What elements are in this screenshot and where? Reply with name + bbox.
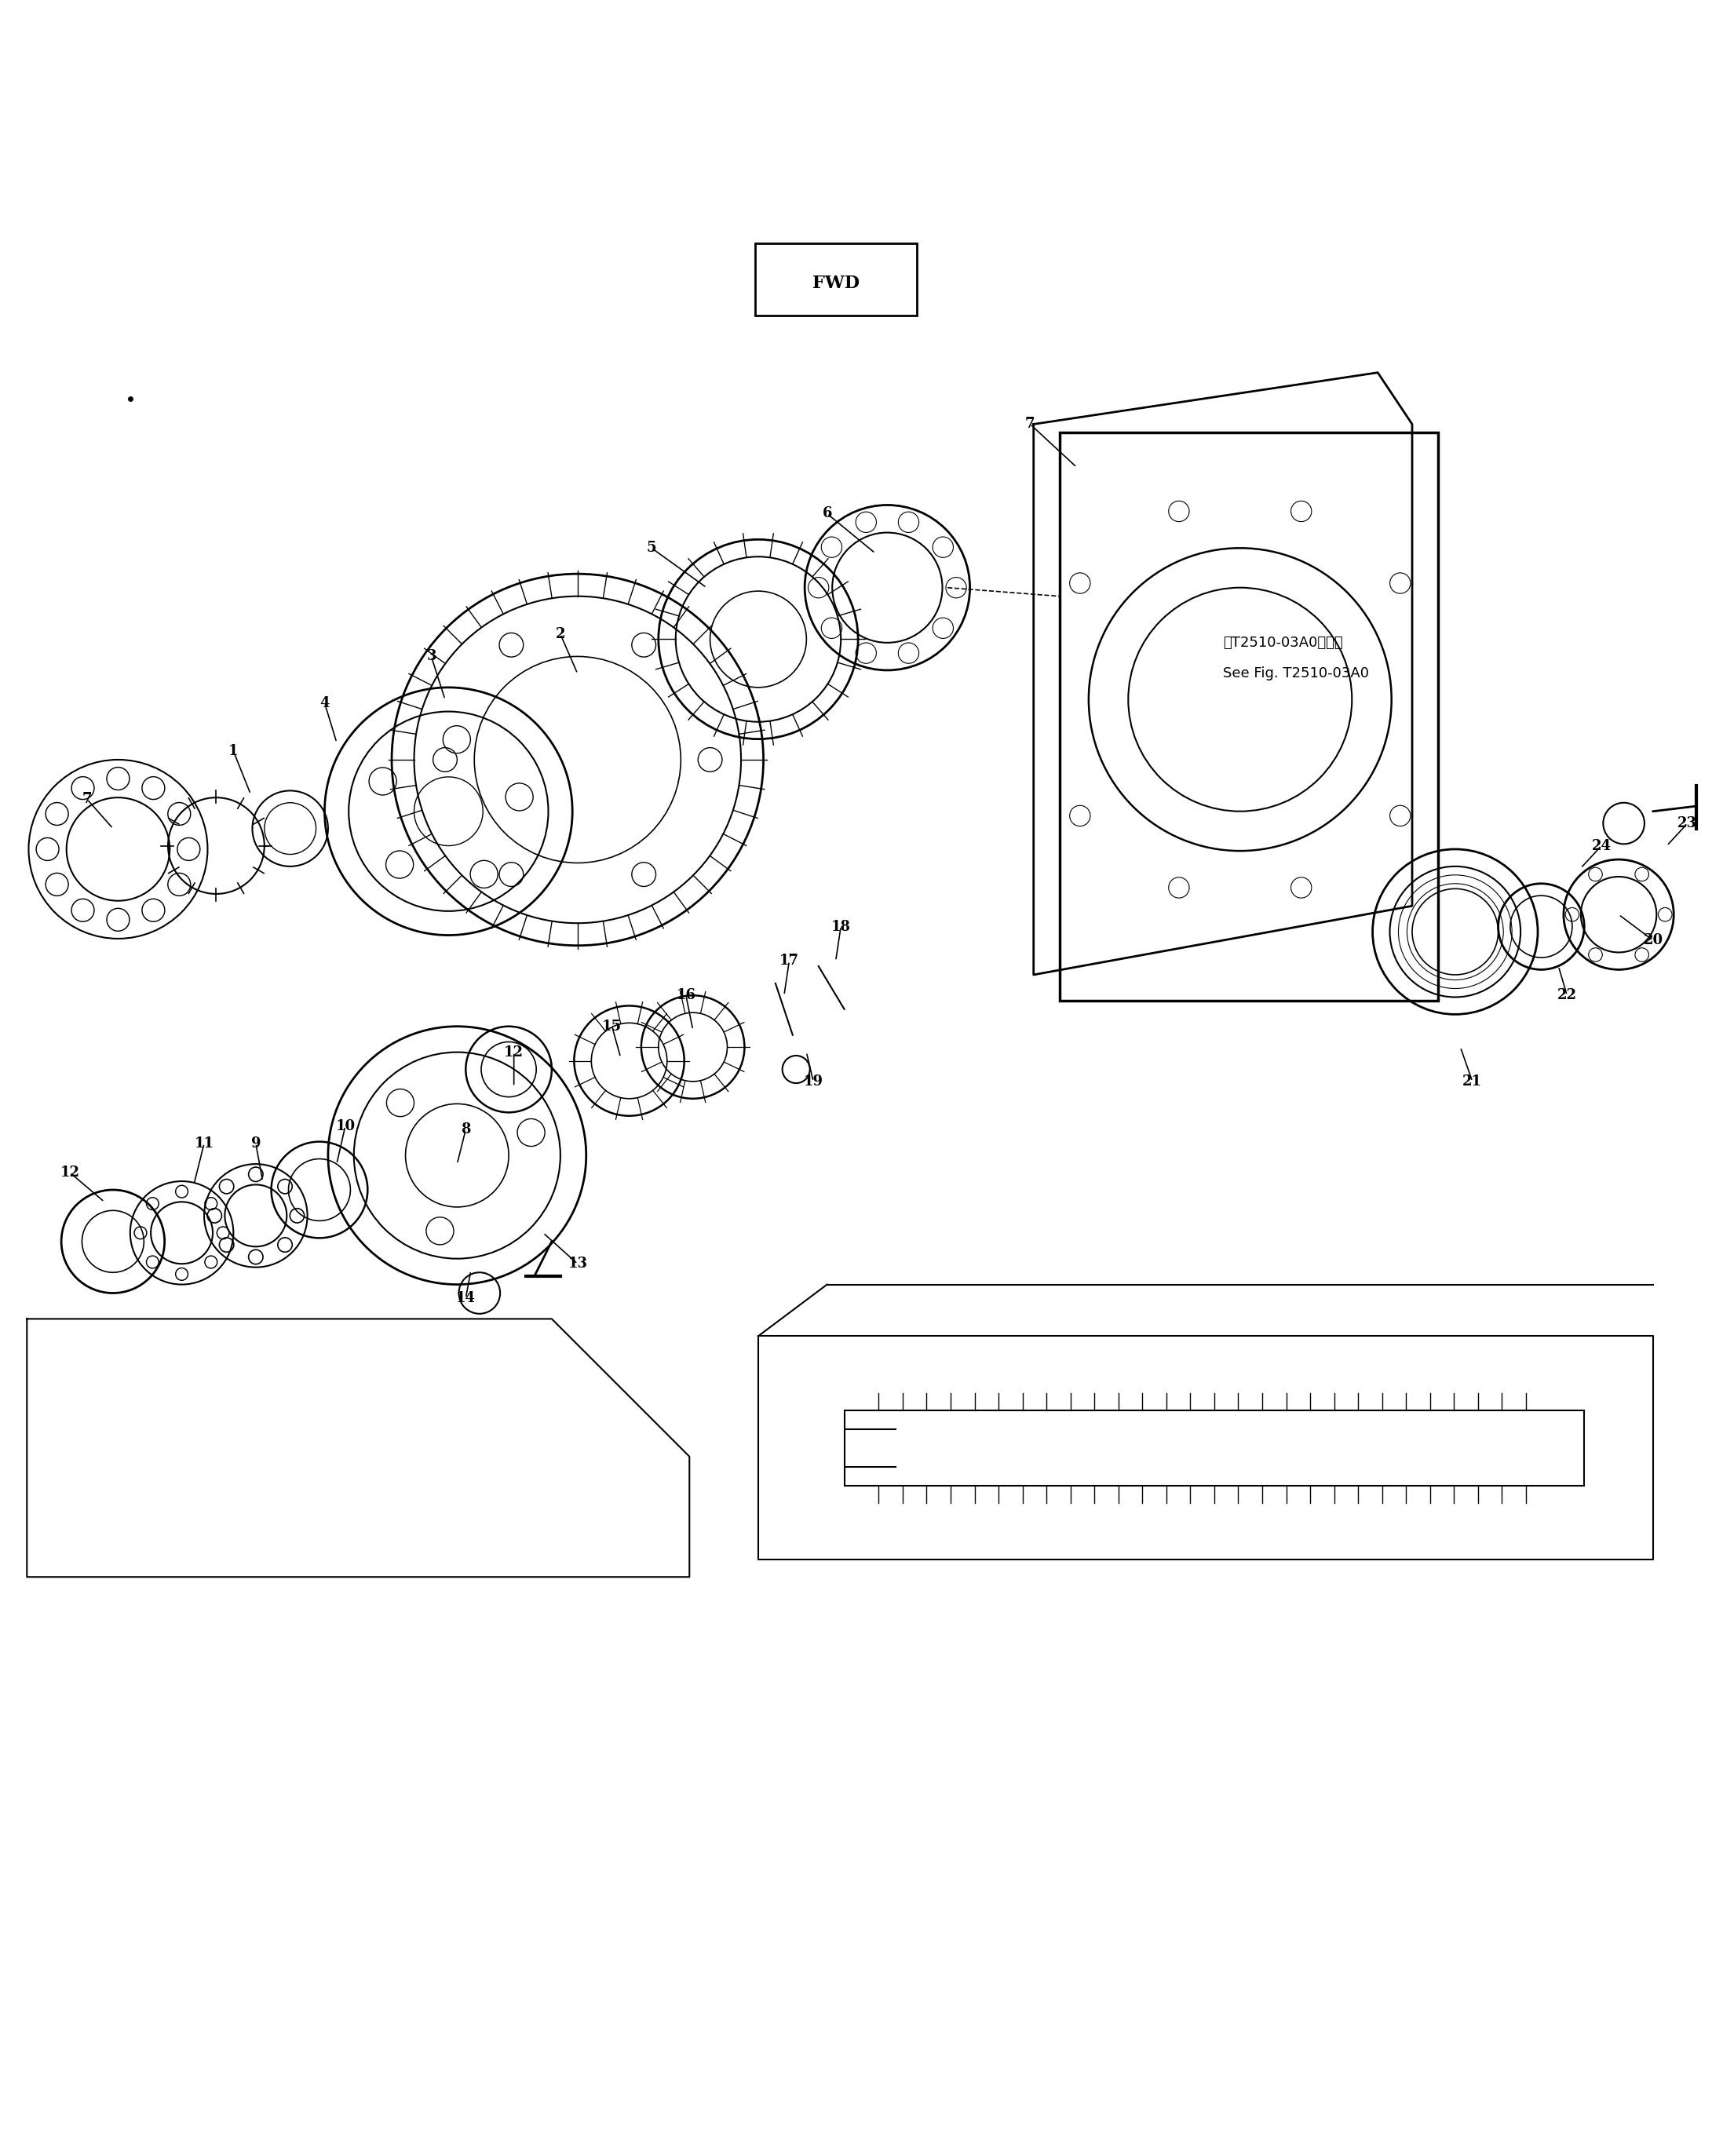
Text: 5: 5	[646, 541, 656, 554]
Text: 3: 3	[426, 649, 436, 664]
Text: 2: 2	[555, 627, 565, 640]
Text: 9: 9	[252, 1136, 260, 1151]
Text: 21: 21	[1463, 1074, 1482, 1089]
Text: 19: 19	[803, 1074, 824, 1089]
Text: 6: 6	[822, 507, 832, 522]
Text: 7: 7	[83, 791, 91, 806]
Text: 1: 1	[229, 744, 238, 759]
Text: 20: 20	[1644, 934, 1663, 946]
FancyBboxPatch shape	[755, 244, 917, 315]
Text: 17: 17	[779, 953, 799, 968]
Text: 23: 23	[1678, 817, 1697, 830]
Bar	[844, 1410, 1583, 1485]
Text: 7: 7	[1025, 416, 1036, 431]
Text: 4: 4	[320, 696, 329, 709]
Text: 15: 15	[601, 1020, 622, 1033]
Bar	[1060, 433, 1439, 1000]
Text: 11: 11	[195, 1136, 214, 1151]
Text: See Fig. T2510-03A0: See Fig. T2510-03A0	[1223, 666, 1368, 681]
Text: 16: 16	[675, 987, 696, 1003]
Text: 10: 10	[336, 1119, 355, 1134]
Text: 22: 22	[1558, 987, 1577, 1003]
Text: FWD: FWD	[812, 274, 860, 291]
Text: 24: 24	[1592, 839, 1611, 854]
Text: 14: 14	[457, 1291, 476, 1304]
Text: 12: 12	[60, 1166, 79, 1179]
Text: 18: 18	[830, 918, 851, 934]
Text: 12: 12	[505, 1046, 524, 1059]
Text: 第T2510-03A0図参照: 第T2510-03A0図参照	[1223, 636, 1342, 649]
Text: 13: 13	[569, 1257, 588, 1270]
Text: 8: 8	[460, 1123, 470, 1136]
